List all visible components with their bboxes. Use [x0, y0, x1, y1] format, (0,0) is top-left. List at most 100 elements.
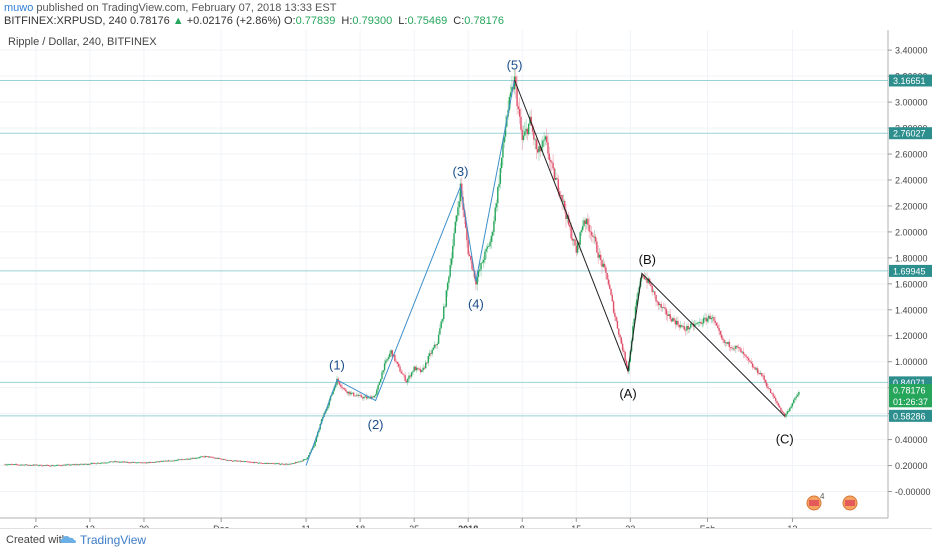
- candle-body: [31, 465, 33, 466]
- candle-body: [421, 370, 423, 373]
- candle-body: [486, 246, 489, 249]
- candle-body: [78, 464, 81, 466]
- candle-body: [466, 227, 468, 241]
- candle-body: [383, 363, 386, 371]
- corrective-wave-line[interactable]: [514, 79, 786, 417]
- candle-body: [314, 441, 316, 446]
- x-tick-label: 25: [409, 524, 419, 528]
- candle-body: [58, 464, 60, 466]
- candle-body: [190, 458, 193, 460]
- flag-count: 4: [820, 492, 825, 501]
- candle-body: [283, 464, 285, 466]
- candle-body: [472, 269, 475, 271]
- candle-body: [417, 367, 419, 369]
- candle-body: [729, 347, 732, 348]
- candle-body: [295, 461, 297, 464]
- tradingview-brand-link[interactable]: TradingView: [80, 533, 147, 547]
- candle-body: [297, 461, 300, 463]
- candle-body: [358, 394, 360, 396]
- candle-body: [663, 307, 665, 309]
- candle-body: [46, 464, 49, 466]
- candle-body: [654, 291, 656, 295]
- candle-body: [132, 462, 135, 463]
- y-tick-label: 2.40000: [895, 175, 928, 185]
- candle-body: [62, 464, 64, 466]
- candle-body: [123, 461, 126, 463]
- flag-us-stripes-icon: [809, 500, 819, 506]
- candle-body: [672, 318, 674, 322]
- candle-body: [500, 157, 503, 169]
- candle-body: [189, 458, 191, 460]
- candle-body: [57, 464, 59, 466]
- wave-label: (A): [619, 386, 636, 401]
- candle-body: [165, 460, 167, 462]
- candle-body: [289, 463, 292, 465]
- candle-body: [754, 367, 756, 370]
- candle-body: [284, 463, 287, 465]
- candle-body: [430, 353, 432, 355]
- candle-body: [571, 238, 574, 241]
- wave-lines: [305, 79, 786, 466]
- candle-body: [168, 460, 171, 462]
- candle-body: [141, 462, 144, 464]
- candle-body: [695, 323, 697, 325]
- price-chart[interactable]: (1)(2)(3)(4)(5)(A)(B)(C) 3.400003.200003…: [0, 0, 932, 528]
- candle-body: [131, 462, 134, 464]
- candle-body: [768, 388, 770, 390]
- candle-body: [583, 220, 585, 227]
- x-tick-label: 15: [571, 524, 581, 528]
- candle-body: [378, 382, 381, 386]
- candle-body: [207, 456, 209, 458]
- candle-body: [112, 461, 114, 463]
- candle-body: [490, 235, 493, 242]
- candle-body: [256, 462, 258, 464]
- candle-body: [511, 87, 513, 93]
- candle-body: [220, 458, 222, 460]
- candle-body: [593, 236, 595, 238]
- candle-body: [461, 183, 463, 197]
- price-badge-label: 0.78176: [893, 386, 926, 396]
- candle-body: [345, 389, 347, 392]
- candle-body: [655, 294, 657, 302]
- candle-body: [4, 464, 6, 466]
- candle-body: [602, 263, 604, 267]
- candle-body: [14, 464, 16, 465]
- candle-body: [621, 343, 624, 351]
- candle-body: [481, 262, 484, 264]
- candle-body: [548, 153, 550, 160]
- candle-body: [724, 342, 727, 344]
- candle-body: [775, 398, 777, 401]
- candle-body: [178, 459, 180, 461]
- x-tick-label: 2018: [458, 524, 478, 528]
- author-link[interactable]: muwo: [4, 2, 34, 14]
- candle-body: [489, 241, 491, 247]
- price-badge-label: 01:26:37: [893, 397, 928, 407]
- candle-body: [114, 461, 117, 463]
- candle-body: [488, 246, 490, 247]
- candle-body: [412, 371, 414, 373]
- candle-body: [69, 464, 72, 466]
- candle-body: [455, 215, 458, 222]
- candle-body: [591, 231, 593, 236]
- candle-body: [708, 315, 710, 319]
- candle-body: [257, 462, 260, 464]
- candle-body: [588, 224, 590, 232]
- candle-body: [243, 461, 246, 463]
- candle-body: [248, 461, 251, 463]
- candle-body: [360, 395, 363, 398]
- candle-body: [396, 361, 399, 364]
- candle-body: [246, 461, 248, 463]
- impulse-wave-line[interactable]: [305, 79, 515, 466]
- candle-body: [376, 389, 378, 395]
- candle-body: [518, 109, 521, 117]
- candle-body: [166, 460, 168, 462]
- candle-body: [439, 328, 441, 335]
- candle-body: [407, 378, 409, 383]
- time-axis[interactable]: 6 13 20 Dec 11 18 25 2018 8 15 22 Feb 12: [33, 518, 797, 528]
- candle-body: [772, 393, 774, 397]
- symbol-line: BITFINEX:XRPUSD, 240 0.78176 ▲ +0.02176 …: [4, 15, 507, 27]
- candle-body: [390, 350, 392, 354]
- candle-body: [39, 464, 41, 466]
- candle-body: [244, 461, 247, 463]
- candle-body: [664, 307, 666, 310]
